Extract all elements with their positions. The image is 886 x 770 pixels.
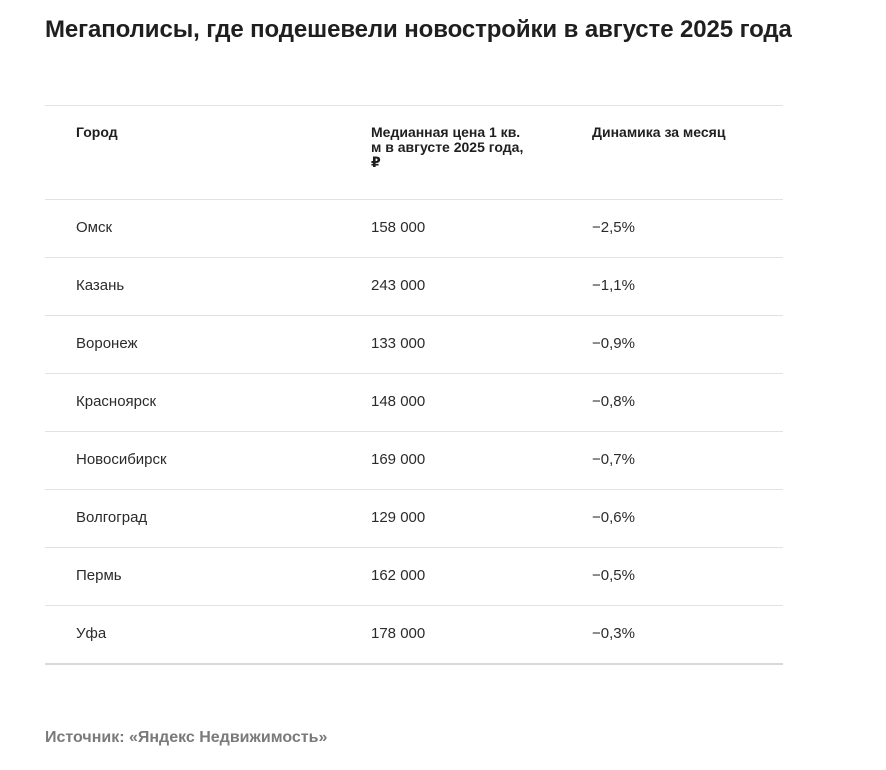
city-cell: Омск xyxy=(76,219,113,236)
city-cell: Красноярск xyxy=(76,393,157,410)
change-cell: −0,9% xyxy=(592,335,635,352)
city-cell: Казань xyxy=(76,277,125,294)
table-row: Волгоград 129 000 −0,6% xyxy=(45,489,783,547)
price-cell: 158 000 xyxy=(371,219,426,236)
column-header-city: Город xyxy=(76,124,118,140)
price-cell: 148 000 xyxy=(371,393,426,410)
column-header-monthly-change: Динамика за месяц xyxy=(592,124,726,140)
table-row: Казань 243 000 −1,1% xyxy=(45,257,783,315)
price-cell: 243 000 xyxy=(371,277,426,294)
price-cell: 129 000 xyxy=(371,509,426,526)
table-header-row: Город Медианная цена 1 кв. м в августе 2… xyxy=(45,106,783,199)
table-row: Новосибирск 169 000 −0,7% xyxy=(45,431,783,489)
city-cell: Волгоград xyxy=(76,509,148,526)
page-title: Мегаполисы, где подешевели новостройки в… xyxy=(45,16,792,43)
table-row: Пермь 162 000 −0,5% xyxy=(45,547,783,605)
column-header-median-price: Медианная цена 1 кв. м в августе 2025 го… xyxy=(371,124,524,170)
change-cell: −0,8% xyxy=(592,393,635,410)
city-cell: Уфа xyxy=(76,625,107,642)
city-cell: Новосибирск xyxy=(76,451,167,468)
table-row: Омск 158 000 −2,5% xyxy=(45,199,783,257)
change-cell: −2,5% xyxy=(592,219,635,236)
table-row: Красноярск 148 000 −0,8% xyxy=(45,373,783,431)
price-table: Город Медианная цена 1 кв. м в августе 2… xyxy=(45,105,783,665)
change-cell: −0,6% xyxy=(592,509,635,526)
price-cell: 178 000 xyxy=(371,625,426,642)
price-cell: 133 000 xyxy=(371,335,426,352)
change-cell: −0,3% xyxy=(592,625,635,642)
city-cell: Пермь xyxy=(76,567,122,584)
source-note: Источник: «Яндекс Недвижимость» xyxy=(45,729,328,746)
city-cell: Воронеж xyxy=(76,335,138,352)
price-cell: 169 000 xyxy=(371,451,426,468)
change-cell: −0,7% xyxy=(592,451,635,468)
table-row: Воронеж 133 000 −0,9% xyxy=(45,315,783,373)
table-row: Уфа 178 000 −0,3% xyxy=(45,605,783,663)
price-cell: 162 000 xyxy=(371,567,426,584)
change-cell: −0,5% xyxy=(592,567,635,584)
change-cell: −1,1% xyxy=(592,277,635,294)
